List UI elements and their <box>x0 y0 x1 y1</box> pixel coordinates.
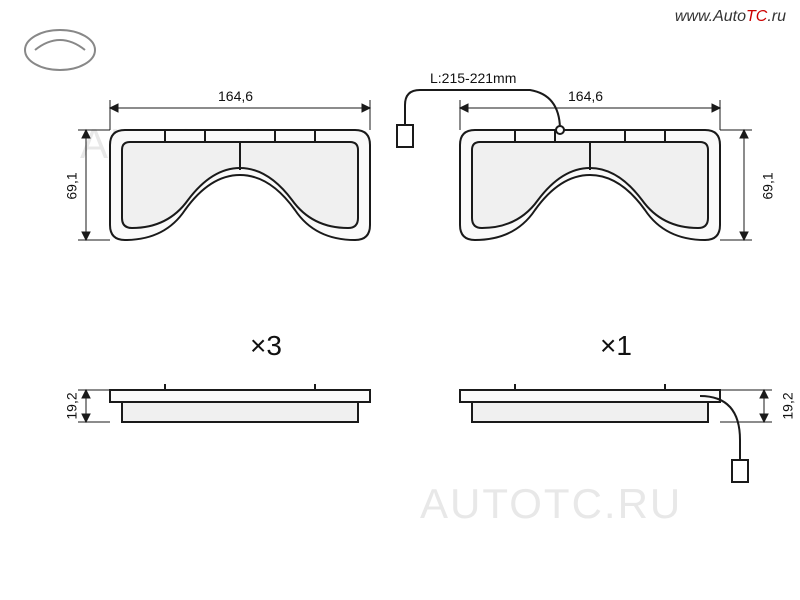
dim-right-thickness-label: 19,2 <box>780 392 796 419</box>
brake-pad-left-side <box>110 384 370 422</box>
dim-right-width-label: 164,6 <box>568 88 603 104</box>
dim-left-height-label: 69,1 <box>64 172 80 199</box>
dim-right-height-label: 69,1 <box>760 172 776 199</box>
dim-left-width <box>110 100 370 130</box>
technical-drawing <box>0 0 800 600</box>
qty-left: ×3 <box>250 330 282 362</box>
qty-right: ×1 <box>600 330 632 362</box>
cable-length-label: L:215-221mm <box>430 70 516 86</box>
dim-left-thickness <box>78 390 110 422</box>
brand-logo <box>25 30 95 70</box>
brake-pad-right-side <box>460 384 748 482</box>
dim-right-width <box>460 100 720 130</box>
brake-pad-left-face <box>110 130 370 240</box>
dim-left-height <box>78 130 110 240</box>
dim-left-width-label: 164,6 <box>218 88 253 104</box>
dim-left-thickness-label: 19,2 <box>64 392 80 419</box>
brake-pad-right-face <box>397 90 720 240</box>
dim-right-height <box>720 130 752 240</box>
